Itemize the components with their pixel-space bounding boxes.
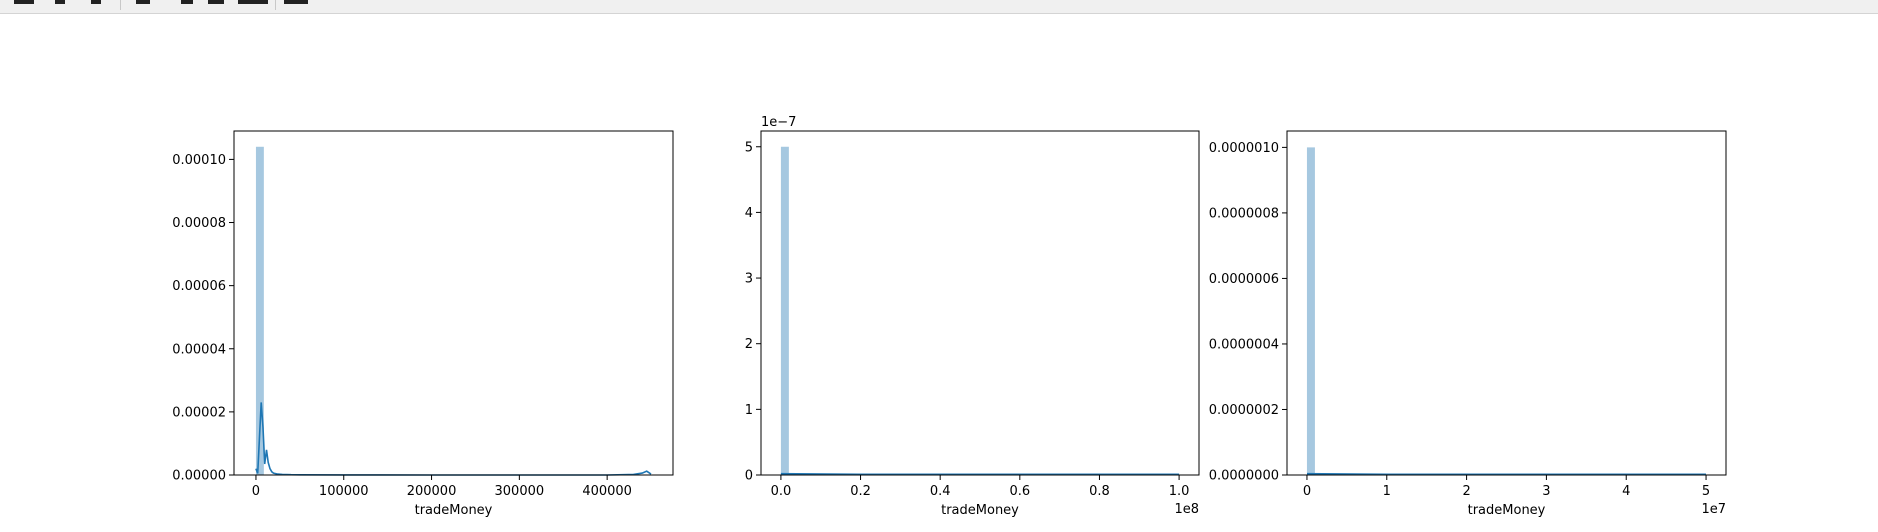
back-icon[interactable]	[55, 0, 65, 4]
y-tick-label: 0.0000010	[1209, 141, 1279, 156]
y-tick-label: 0.00006	[172, 279, 226, 294]
x-tick-label: 0.8	[1089, 484, 1110, 499]
x-tick-label: 400000	[582, 484, 632, 499]
x-tick-label: 4	[1622, 484, 1630, 499]
zoom-icon[interactable]	[181, 0, 193, 4]
y-tick-label: 0.0000008	[1209, 206, 1279, 221]
x-axis-label: tradeMoney	[941, 503, 1019, 518]
move-icon[interactable]	[136, 0, 150, 4]
x-tick-label: 200000	[407, 484, 457, 499]
axes-frame	[1286, 130, 1727, 476]
y-tick-label: 2	[745, 337, 753, 352]
histogram-axes-2: 0.0 0.2 0.4 0.6 0.8 1.0 0 1 2 3 4 5 tradeMoney 1e8 1e−…	[745, 115, 1200, 518]
x-tick-label: 0	[1303, 484, 1311, 499]
y-tick-label: 0.00000	[172, 469, 226, 484]
y-tick-label: 0.00002	[172, 405, 226, 420]
x-tick-label: 2	[1462, 484, 1470, 499]
kde-line	[255, 402, 652, 476]
x-tick-label: 300000	[495, 484, 545, 499]
y-tick-label: 3	[745, 272, 753, 287]
kde-line	[1306, 472, 1706, 476]
x-offset-label: 1e8	[1174, 502, 1199, 517]
y-tick-label: 0.00004	[172, 342, 226, 357]
configure-subplots-icon[interactable]	[208, 0, 224, 4]
histogram-bar	[1306, 147, 1315, 475]
toolbar-separator	[275, 0, 276, 10]
pan-icon[interactable]	[14, 0, 34, 4]
histogram-axes-3: 0 1 2 3 4 5 0.0000000 0.0000002 0.0000004 0.00000…	[1209, 130, 1727, 518]
x-tick-label: 0.4	[930, 484, 951, 499]
edit-axis-icon[interactable]	[238, 0, 268, 4]
kde-line	[780, 472, 1180, 476]
x-axis-label: tradeMoney	[415, 503, 493, 518]
y-tick-label: 4	[745, 206, 753, 221]
y-tick-label: 0.00008	[172, 216, 226, 231]
y-tick-label: 0.0000002	[1209, 403, 1279, 418]
y-tick-label: 0.0000006	[1209, 272, 1279, 287]
y-tick-label: 1	[745, 403, 753, 418]
forward-icon[interactable]	[91, 0, 101, 4]
x-offset-label: 1e7	[1701, 502, 1726, 517]
x-tick-label: 0.6	[1009, 484, 1030, 499]
y-tick-label: 0	[745, 469, 753, 484]
x-axis-label: tradeMoney	[1468, 503, 1546, 518]
histogram-axes-1: 0 100000 200000 300000 400000 0.00000 0.00002 0…	[172, 130, 674, 518]
histogram-bar	[780, 146, 789, 475]
y-tick-label: 0.0000004	[1209, 337, 1279, 352]
x-tick-label: 1.0	[1169, 484, 1190, 499]
save-icon[interactable]	[284, 0, 308, 4]
x-tick-label: 3	[1542, 484, 1550, 499]
y-tick-label: 5	[745, 140, 753, 155]
y-tick-label: 0.0000000	[1209, 469, 1279, 484]
y-tick-label: 0.00010	[172, 153, 226, 168]
figure-toolbar	[0, 0, 1878, 14]
y-offset-label: 1e−7	[761, 115, 796, 130]
x-tick-label: 1	[1383, 484, 1391, 499]
x-tick-label: 0.2	[850, 484, 871, 499]
histogram-bar	[255, 146, 264, 475]
axes-frame	[233, 130, 674, 476]
toolbar-separator	[120, 0, 121, 10]
x-tick-label: 5	[1702, 484, 1710, 499]
axes-frame	[760, 130, 1200, 476]
x-tick-label: 0	[252, 484, 260, 499]
x-tick-label: 0.0	[771, 484, 792, 499]
x-tick-label: 100000	[319, 484, 369, 499]
